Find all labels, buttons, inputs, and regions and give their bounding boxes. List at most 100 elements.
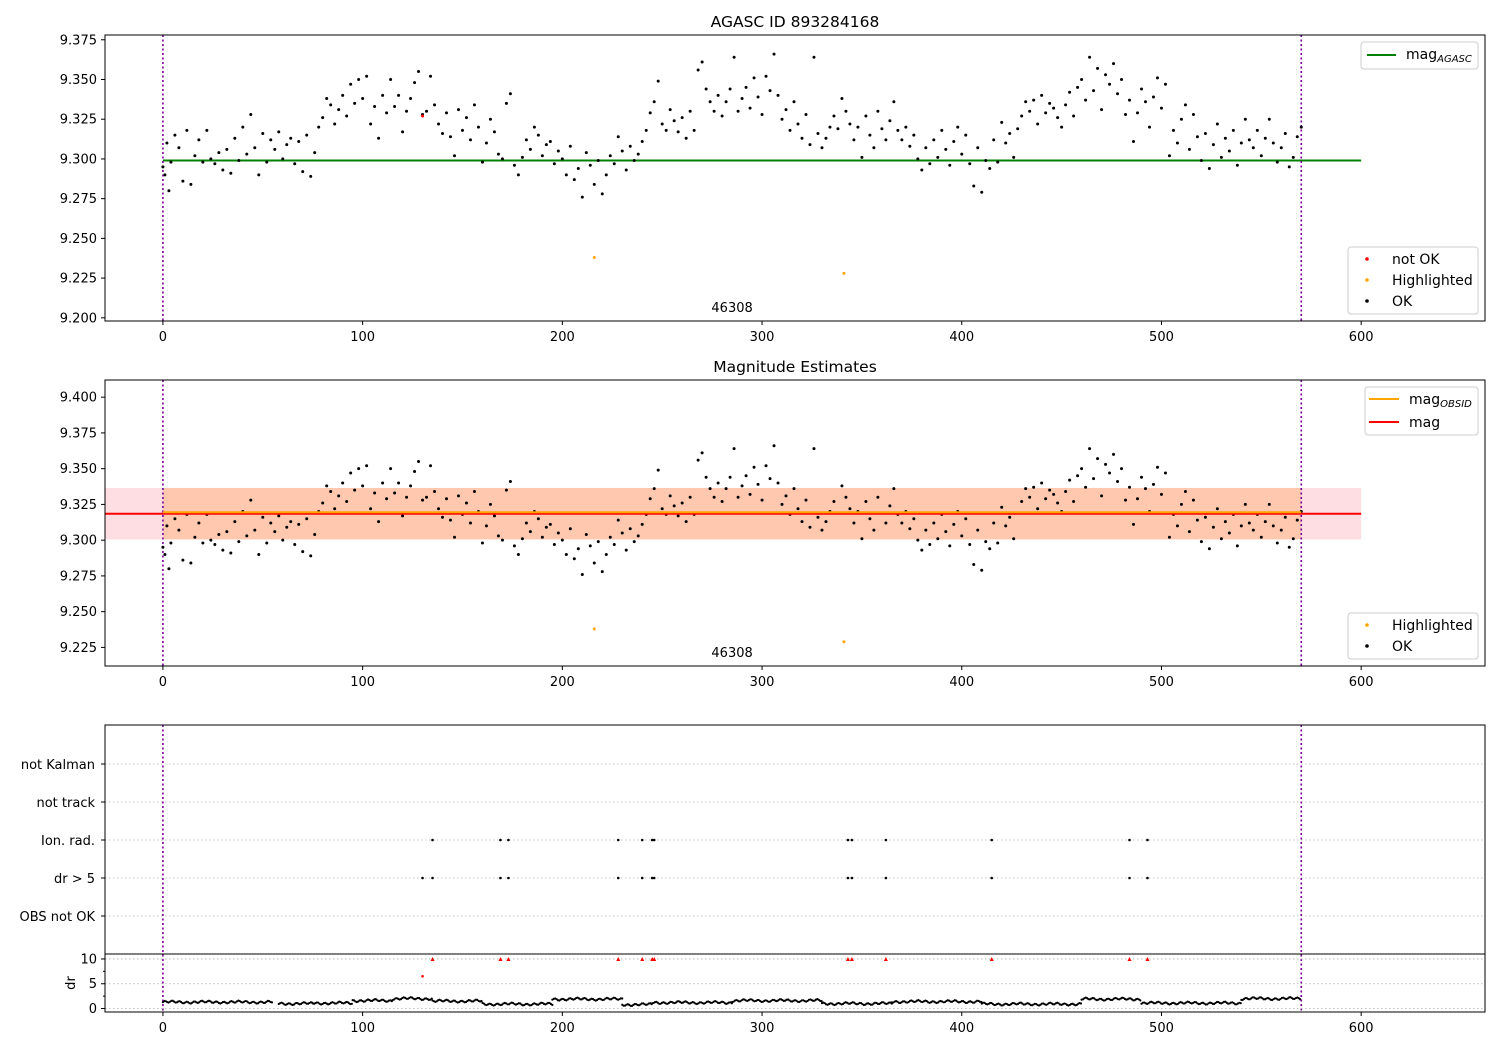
ok-point <box>1287 165 1291 169</box>
ok-point <box>584 151 588 155</box>
ok-point <box>496 152 500 156</box>
ok-point <box>1016 127 1020 131</box>
ok-point <box>257 552 261 556</box>
ok-point <box>516 552 520 556</box>
ok-point <box>668 108 672 112</box>
ok-point <box>988 547 992 551</box>
ok-point <box>492 130 496 134</box>
ok-point <box>1116 480 1120 484</box>
ok-point <box>1004 524 1008 528</box>
ok-point <box>301 550 305 554</box>
ok-point <box>1155 76 1159 80</box>
ok-point <box>417 70 421 74</box>
ok-point <box>652 100 656 104</box>
ok-point <box>944 147 948 151</box>
ok-point <box>472 490 476 494</box>
ok-point <box>1227 149 1231 153</box>
obsid-label: 46308 <box>711 301 752 316</box>
ok-point <box>916 538 920 542</box>
ok-point <box>816 515 820 519</box>
ok-point <box>1295 135 1299 139</box>
ok-point <box>1048 101 1052 105</box>
ok-point <box>512 163 516 167</box>
ok-point <box>249 498 253 502</box>
ok-point <box>864 114 868 118</box>
ok-point <box>1020 114 1024 118</box>
ok-point <box>544 143 548 147</box>
ok-point <box>225 530 229 534</box>
x-tick-label: 0 <box>159 675 167 690</box>
ok-point <box>888 119 892 123</box>
ok-point <box>305 517 309 521</box>
ok-point <box>616 135 620 139</box>
ok-point <box>676 130 680 134</box>
dr-point <box>621 997 624 1000</box>
x-tick-label: 200 <box>550 675 575 690</box>
ok-point <box>1283 515 1287 519</box>
ok-point <box>337 108 341 112</box>
ok-point <box>1132 139 1136 143</box>
x-tick-label: 400 <box>949 330 974 345</box>
ok-point <box>1211 143 1215 147</box>
ok-point <box>580 572 584 576</box>
ok-point <box>548 522 552 526</box>
ok-point <box>680 501 684 505</box>
ok-point <box>189 182 193 186</box>
ok-point <box>177 146 181 150</box>
ok-point <box>916 157 920 161</box>
ok-point <box>1251 146 1255 150</box>
ok-point <box>536 517 540 521</box>
ok-point <box>776 481 780 485</box>
dr-point <box>1139 999 1142 1002</box>
ok-point <box>1128 98 1132 102</box>
ok-point <box>245 152 249 156</box>
y-tick-label: 9.300 <box>60 534 97 549</box>
dr-clipped-marker <box>616 956 621 961</box>
ok-point <box>237 159 241 163</box>
ok-point <box>373 105 377 108</box>
ok-point <box>1199 159 1203 163</box>
ok-point <box>764 464 768 468</box>
ok-point <box>1088 447 1092 451</box>
ok-point <box>1056 116 1060 120</box>
ok-point <box>944 530 948 534</box>
ok-point <box>289 136 293 140</box>
ok-point <box>357 467 361 471</box>
ok-point <box>868 133 872 137</box>
ok-point <box>1143 100 1147 104</box>
ok-point <box>273 147 277 151</box>
ok-point <box>405 495 409 499</box>
ok-point <box>720 114 724 118</box>
ok-point <box>584 532 588 536</box>
ok-point <box>820 146 824 150</box>
ok-point <box>217 532 221 536</box>
ok-point <box>496 534 500 538</box>
ok-point <box>1207 166 1211 170</box>
ok-point <box>912 133 916 137</box>
x-tick-label: 200 <box>550 330 575 345</box>
ok-point <box>1096 66 1100 70</box>
dr-point <box>820 1000 823 1003</box>
ok-point <box>816 132 820 136</box>
ok-point <box>680 116 684 120</box>
ok-point <box>880 127 884 131</box>
flag-category-label: OBS not OK <box>20 910 96 925</box>
ok-point <box>576 166 580 170</box>
ok-point <box>445 111 449 115</box>
x-tick-label: 300 <box>750 1021 775 1036</box>
ok-point <box>1251 528 1255 532</box>
dr-point <box>1298 998 1302 1001</box>
ok-point <box>564 173 568 177</box>
ok-point <box>600 570 604 574</box>
ok-point <box>1084 485 1088 489</box>
legend-box <box>1360 41 1479 70</box>
ok-point <box>488 502 492 506</box>
ok-point <box>760 498 764 502</box>
flag-point <box>652 876 656 880</box>
ok-point <box>988 166 992 170</box>
ok-point <box>700 451 704 455</box>
ok-point <box>608 535 612 539</box>
ok-point <box>313 532 317 536</box>
ok-point <box>672 119 676 123</box>
dr-clipped-marker <box>652 956 657 961</box>
